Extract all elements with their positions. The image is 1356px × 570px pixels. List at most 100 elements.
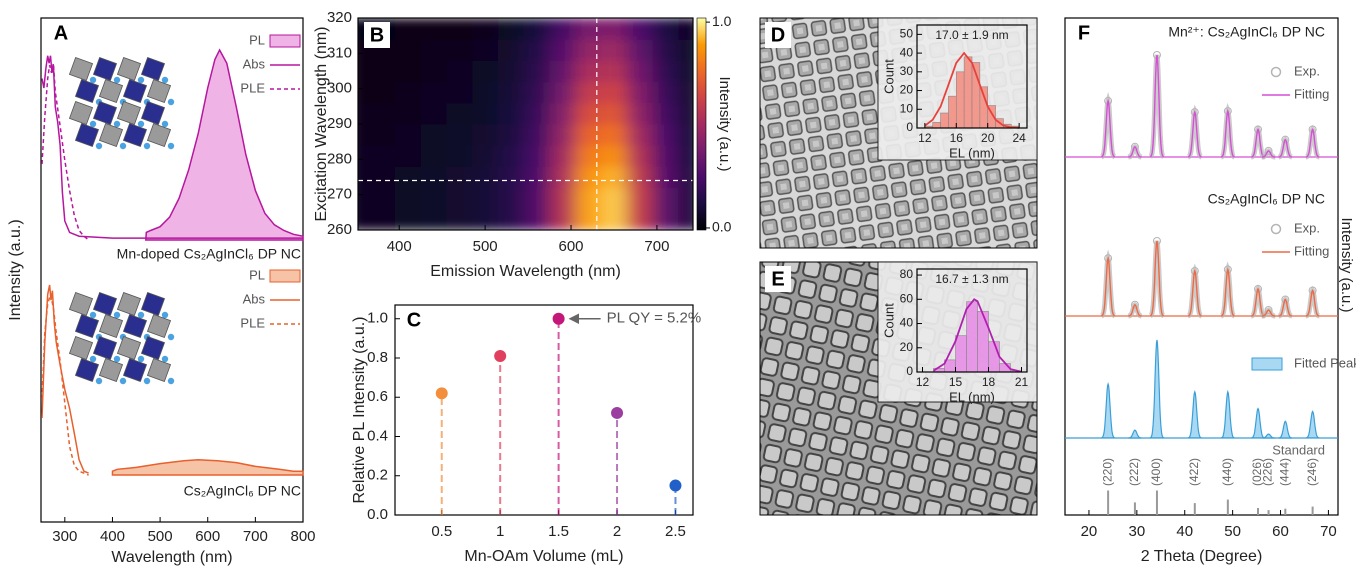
panel-label: C <box>407 309 421 331</box>
histogram-bar <box>940 112 949 129</box>
plot-frame <box>394 304 694 516</box>
x-tick-label: 16 <box>950 131 964 145</box>
plot-frame <box>40 17 304 523</box>
colorbar-tick-label: 1.0 <box>712 13 732 29</box>
heatmap-cell <box>652 124 679 146</box>
heatmap-cell <box>358 145 370 167</box>
panel-label-box <box>1071 20 1097 46</box>
octahedron <box>146 78 172 104</box>
heatmap-cell <box>601 187 628 210</box>
panel-label-box <box>364 22 390 48</box>
panel-label: E <box>771 268 784 290</box>
heatmap-cell <box>446 124 473 146</box>
heatmap-cell <box>549 124 576 146</box>
heatmap-cell <box>601 102 628 125</box>
heatmap-cell <box>472 102 499 125</box>
heatmap-cell <box>394 208 422 230</box>
atom <box>137 76 145 84</box>
heatmap-cell <box>446 39 473 61</box>
heatmap-cell <box>523 124 551 146</box>
x-tick-label: 700 <box>644 238 669 255</box>
heatmap-cell <box>420 18 447 40</box>
heatmap-cell <box>601 166 628 189</box>
atom <box>143 142 151 150</box>
octahedron <box>122 78 148 104</box>
exp-point <box>1308 286 1317 295</box>
octahedron <box>98 313 124 339</box>
axis-title: Intensity (a.u.) <box>716 76 733 171</box>
heatmap-cell <box>472 124 499 146</box>
heatmap-cell <box>394 124 422 146</box>
crystal-structure-icon <box>68 56 175 150</box>
octahedron <box>140 56 166 82</box>
heatmap-cell <box>678 145 693 167</box>
axis-title: Mn-OAm Volume (mL) <box>464 548 623 565</box>
heatmap-cell <box>575 81 602 104</box>
legend-label: Fitted Peaks <box>1294 355 1356 370</box>
axis-title: Count <box>881 59 896 94</box>
exp-peak <box>1187 104 1203 160</box>
heatmap <box>358 18 693 230</box>
heatmap-cell <box>394 18 422 40</box>
legend-swatch <box>269 269 301 283</box>
standard-hkl: (222) <box>1127 458 1141 486</box>
heatmap-cell <box>575 60 602 83</box>
octahedron <box>140 100 166 126</box>
heatmap-cell <box>601 145 628 167</box>
heatmap-cell <box>652 166 679 189</box>
atom <box>89 120 97 128</box>
heatmap-cell <box>652 145 679 167</box>
octahedron <box>74 313 100 339</box>
point <box>435 387 448 400</box>
heatmap-cell <box>549 18 576 40</box>
exp-peak <box>1278 136 1293 160</box>
heatmap-cell <box>626 60 654 83</box>
heatmap-cell <box>575 39 602 61</box>
atom <box>95 377 103 385</box>
standard-label: Standard <box>1272 442 1325 457</box>
heatmap-cell <box>369 102 396 125</box>
x-tick-label: 20 <box>1081 523 1098 540</box>
histogram-bar <box>966 301 978 373</box>
atom <box>167 377 175 385</box>
legend-label: PL <box>249 267 265 282</box>
heatmap-cell <box>420 124 447 146</box>
y-tick-label: 0.8 <box>367 349 388 366</box>
octahedron <box>116 291 142 317</box>
spectrum-solid <box>41 284 89 474</box>
y-tick-label: 0 <box>906 120 913 134</box>
exp-peak <box>1100 249 1116 319</box>
heatmap-cell <box>498 60 525 83</box>
heatmap-cell <box>549 166 576 189</box>
legend-label: Fitting <box>1294 86 1329 101</box>
x-tick-label: 500 <box>148 528 173 545</box>
fit-peak <box>1149 240 1164 317</box>
octahedron <box>92 291 118 317</box>
fit-peak <box>1305 289 1320 317</box>
heatmap-cell <box>678 124 693 146</box>
fitted-peak <box>1187 390 1202 439</box>
x-tick-label: 300 <box>52 528 77 545</box>
heatmap-cell <box>358 208 370 230</box>
heatmap-cell <box>420 60 447 83</box>
heatmap-cell <box>549 60 576 83</box>
histogram-bar <box>955 71 965 129</box>
x-tick-label: 400 <box>387 238 412 255</box>
y-tick-label: 270 <box>327 186 352 203</box>
heatmap-cell <box>420 102 447 125</box>
heatmap-cell <box>358 81 370 104</box>
heatmap-cell <box>358 166 370 189</box>
octahedron <box>92 100 118 126</box>
crystal-structure-icon <box>68 291 175 385</box>
fit-peak <box>1305 128 1320 158</box>
y-tick-label: 320 <box>327 9 352 26</box>
y-tick-label: 280 <box>327 150 352 167</box>
atom <box>89 311 97 319</box>
colorbar <box>696 17 707 231</box>
fitted-peak <box>1128 429 1142 439</box>
heatmap-cell <box>472 81 499 104</box>
heatmap-cell <box>626 39 654 61</box>
histogram-bar <box>963 56 973 129</box>
y-tick-label: 0 <box>906 364 913 378</box>
exp-point <box>1130 142 1139 151</box>
